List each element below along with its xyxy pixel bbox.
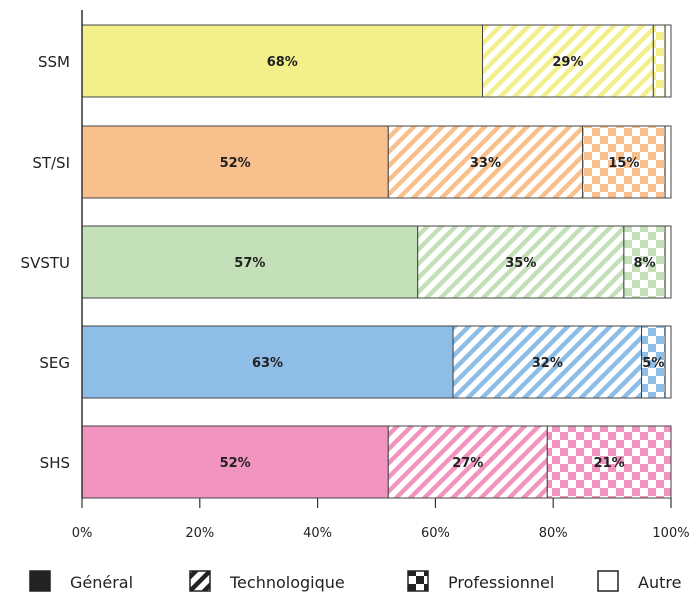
data-label: 5%	[642, 356, 664, 371]
x-tick-label: 40%	[303, 526, 332, 541]
bar-svstu-autre	[664, 225, 672, 299]
bar-svstu-général	[81, 225, 419, 299]
data-label: 27%	[452, 456, 483, 471]
legend-swatch	[407, 570, 429, 592]
data-label: 63%	[252, 356, 283, 371]
bar-st-si-autre	[664, 125, 672, 199]
data-label: 52%	[220, 456, 251, 471]
bars-group: 68% 29% 52% 33% 15% 57% 35% 8% 63% 32% 5% 52% 27% 21%	[81, 24, 672, 499]
legend-item-général: Général	[29, 570, 133, 592]
x-tick-label: 60%	[421, 526, 450, 541]
data-label: 52%	[220, 156, 251, 171]
legend: Général Technologique Professionnel Autre	[29, 570, 681, 592]
bar-st-si-professionnel	[582, 125, 666, 199]
category-label: SSM	[38, 53, 70, 71]
bar-svstu-professionnel	[623, 225, 666, 299]
bar-ssm-général	[81, 24, 484, 98]
legend-swatch	[29, 570, 51, 592]
legend-label: Technologique	[229, 573, 345, 592]
axis-group: SSM ST/SI SVSTU SEG SHS 0% 20% 40% 60% 80% 100%	[21, 10, 690, 541]
bar-ssm-autre	[664, 24, 672, 98]
bar-ssm-technologique	[482, 24, 654, 98]
data-label: 8%	[633, 256, 655, 271]
x-tick-label: 80%	[539, 526, 568, 541]
legend-label: Autre	[638, 573, 681, 592]
category-label: SHS	[40, 454, 70, 472]
legend-item-technologique: Technologique	[189, 570, 345, 592]
x-tick-label: 100%	[652, 526, 689, 541]
data-label: 33%	[470, 156, 501, 171]
data-label: 29%	[552, 55, 583, 70]
bar-shs-technologique	[387, 425, 548, 499]
legend-label: Général	[70, 573, 133, 592]
bar-svstu-technologique	[417, 225, 625, 299]
category-label: SEG	[39, 354, 70, 372]
data-label: 21%	[594, 456, 625, 471]
bar-shs-professionnel	[546, 425, 672, 499]
legend-label: Professionnel	[448, 573, 554, 592]
bar-ssm-professionnel	[652, 24, 666, 98]
x-tick-label: 20%	[185, 526, 214, 541]
category-label: ST/SI	[32, 154, 70, 172]
bar-seg-technologique	[452, 325, 643, 399]
category-label: SVSTU	[21, 254, 70, 272]
x-tick-label: 0%	[72, 526, 93, 541]
legend-swatch	[597, 570, 619, 592]
bar-st-si-technologique	[387, 125, 584, 199]
data-label: 68%	[267, 55, 298, 70]
data-label: 57%	[234, 256, 265, 271]
data-label: 32%	[532, 356, 563, 371]
legend-swatch	[189, 570, 211, 592]
bar-shs-général	[81, 425, 389, 499]
data-label: 35%	[505, 256, 536, 271]
bar-st-si-général	[81, 125, 389, 199]
data-label: 15%	[608, 156, 639, 171]
legend-item-professionnel: Professionnel	[407, 570, 554, 592]
bar-seg-autre	[664, 325, 672, 399]
legend-item-autre: Autre	[597, 570, 681, 592]
